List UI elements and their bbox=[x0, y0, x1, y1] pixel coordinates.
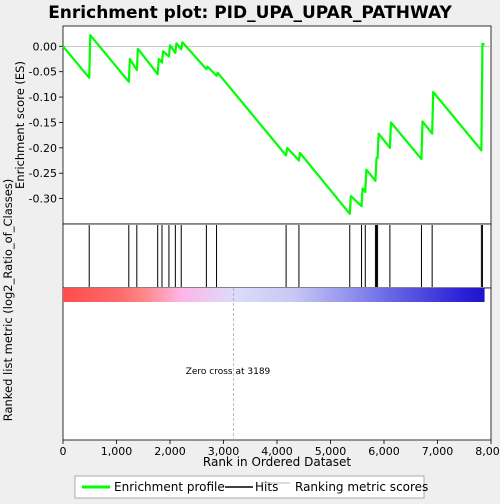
x-tick-label: 6,000 bbox=[368, 445, 400, 458]
x-tick-label: 2,000 bbox=[154, 445, 186, 458]
x-tick-label: 1,000 bbox=[101, 445, 133, 458]
y-tick-label: -0.05 bbox=[29, 66, 57, 79]
ranking-metric-bar bbox=[63, 288, 485, 302]
legend-label-hits: Hits bbox=[255, 480, 278, 494]
ranking-gradient-strip bbox=[63, 288, 485, 302]
es-panel bbox=[63, 26, 491, 224]
x-axis-label: Rank in Ordered Dataset bbox=[203, 455, 351, 469]
ranking-panel bbox=[63, 288, 491, 440]
y-tick-label: -0.10 bbox=[29, 91, 57, 104]
y-axis-label-es: Enrichment score (ES) bbox=[13, 61, 27, 189]
y-tick-label: -0.30 bbox=[29, 193, 57, 206]
y-tick-label: 0.00 bbox=[33, 40, 58, 53]
legend-label-profile: Enrichment profile bbox=[114, 480, 225, 494]
chart-title: Enrichment plot: PID_UPA_UPAR_PATHWAY bbox=[48, 3, 452, 23]
x-tick-label: 8,000 bbox=[475, 445, 500, 458]
y-axis-label-metric: Ranked list metric (log2_Ratio_of_Classe… bbox=[1, 179, 15, 422]
zero-cross-annotation: Zero cross at 3189 bbox=[186, 367, 271, 377]
legend: Enrichment profile Hits Ranking metric s… bbox=[75, 476, 428, 498]
y-tick-label: -0.20 bbox=[29, 142, 57, 155]
y-tick-label: -0.15 bbox=[29, 116, 57, 129]
hits-panel bbox=[63, 224, 491, 288]
x-tick-label: 7,000 bbox=[422, 445, 454, 458]
x-tick-label: 0 bbox=[60, 445, 67, 458]
legend-label-ranking: Ranking metric scores bbox=[295, 480, 428, 494]
y-tick-label: -0.25 bbox=[29, 167, 57, 180]
